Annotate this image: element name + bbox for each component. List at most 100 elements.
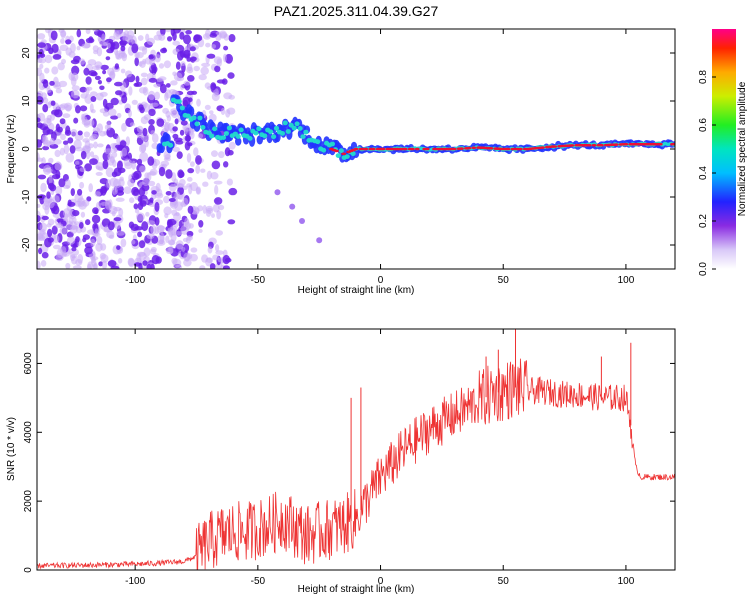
noise-blob: [37, 152, 40, 162]
noise-blob: [44, 54, 53, 64]
snr-frame: [36, 328, 676, 571]
noise-blob: [84, 246, 93, 255]
noise-blob: [163, 195, 170, 204]
noise-blob: [143, 114, 151, 121]
noise-blob: [142, 260, 148, 266]
noise-blob: [52, 195, 60, 204]
noise-blob: [172, 126, 178, 132]
noise-blob: [179, 129, 185, 136]
noise-blob: [115, 90, 123, 96]
ridge-peak: [451, 147, 457, 151]
noise-blob: [42, 79, 49, 88]
noise-blob: [213, 180, 223, 185]
noise-blob: [218, 151, 225, 159]
ridge-peak: [569, 144, 575, 147]
noise-blob: [167, 36, 173, 42]
noise-blob: [106, 230, 115, 239]
noise-blob: [99, 91, 108, 97]
noise-blob: [180, 84, 185, 90]
y-tick-label: 0: [21, 146, 32, 152]
ridge-peak: [672, 142, 675, 146]
noise-blob: [180, 61, 186, 67]
noise-blob: [106, 77, 112, 83]
noise-blob: [125, 136, 130, 146]
noise-blob: [174, 191, 181, 200]
noise-blob: [184, 217, 190, 228]
noise-blob: [148, 54, 154, 60]
noise-blob: [127, 152, 132, 161]
x-tick-label: 0: [378, 275, 384, 286]
noise-blob: [131, 43, 139, 54]
noise-blob: [187, 75, 195, 82]
noise-blob: [174, 201, 184, 211]
noise-blob: [162, 107, 170, 114]
noise-blob: [117, 258, 123, 264]
noise-blob: [215, 230, 223, 236]
y-tick-label: 20: [21, 47, 32, 59]
ridge-mid: [344, 154, 350, 160]
noise-blob: [89, 135, 96, 141]
noise-blob: [194, 207, 200, 215]
noise-blob: [149, 102, 159, 108]
noise-blob: [79, 58, 86, 65]
noise-blob: [158, 33, 166, 41]
ridge-mid: [226, 125, 232, 131]
noise-blob: [146, 263, 152, 269]
noise-blob: [66, 236, 76, 245]
noise-blob: [149, 203, 156, 207]
noise-blob: [59, 227, 68, 235]
noise-blob: [60, 246, 67, 255]
noise-blob: [151, 255, 160, 265]
noise-blob: [87, 261, 94, 269]
noise-blob: [46, 118, 51, 124]
noise-blob: [228, 34, 236, 43]
noise-blob: [209, 33, 217, 38]
ridge-peak: [540, 146, 545, 149]
noise-blob: [172, 133, 179, 139]
noise-blob: [141, 221, 149, 232]
noise-blob: [146, 220, 156, 226]
noise-blob: [127, 179, 135, 188]
ridge-mid: [253, 130, 259, 136]
noise-blob: [82, 237, 87, 243]
noise-blob: [37, 42, 46, 48]
noise-blob: [85, 29, 91, 35]
noise-blob: [56, 218, 64, 223]
noise-blob: [225, 53, 233, 64]
noise-blob: [96, 47, 103, 57]
noise-blob: [200, 66, 209, 76]
noise-blob: [116, 230, 125, 236]
noise-blob: [227, 219, 236, 225]
noise-blob: [89, 119, 95, 127]
noise-blob: [85, 219, 91, 226]
noise-blob: [202, 204, 207, 214]
secondary-streak-point: [274, 189, 281, 196]
noise-blob: [77, 188, 83, 196]
noise-blob: [159, 83, 167, 94]
x-tick-label: 0: [378, 576, 384, 587]
noise-blob: [165, 169, 173, 179]
x-tick-label: 50: [498, 275, 510, 286]
noise-blob: [85, 87, 90, 95]
noise-blob: [70, 128, 78, 137]
noise-blob: [88, 70, 97, 77]
noise-blob: [198, 220, 204, 228]
noise-blob: [130, 223, 139, 231]
noise-blob: [193, 65, 200, 72]
noise-blob: [146, 233, 155, 240]
ridge-peak: [459, 147, 464, 150]
ridge-peak: [552, 145, 558, 148]
noise-blob: [210, 82, 217, 91]
noise-blob: [144, 139, 149, 148]
noise-blob: [65, 179, 71, 189]
noise-blob: [90, 109, 96, 114]
noise-blob: [77, 197, 85, 208]
ridge-mid: [273, 125, 280, 131]
noise-blob: [142, 177, 150, 187]
noise-blob: [90, 91, 98, 97]
noise-blob: [186, 57, 192, 62]
ridge-mid: [256, 126, 262, 132]
noise-blob: [48, 175, 53, 185]
ridge-mid: [321, 147, 327, 153]
y-tick-label: -10: [21, 189, 32, 204]
